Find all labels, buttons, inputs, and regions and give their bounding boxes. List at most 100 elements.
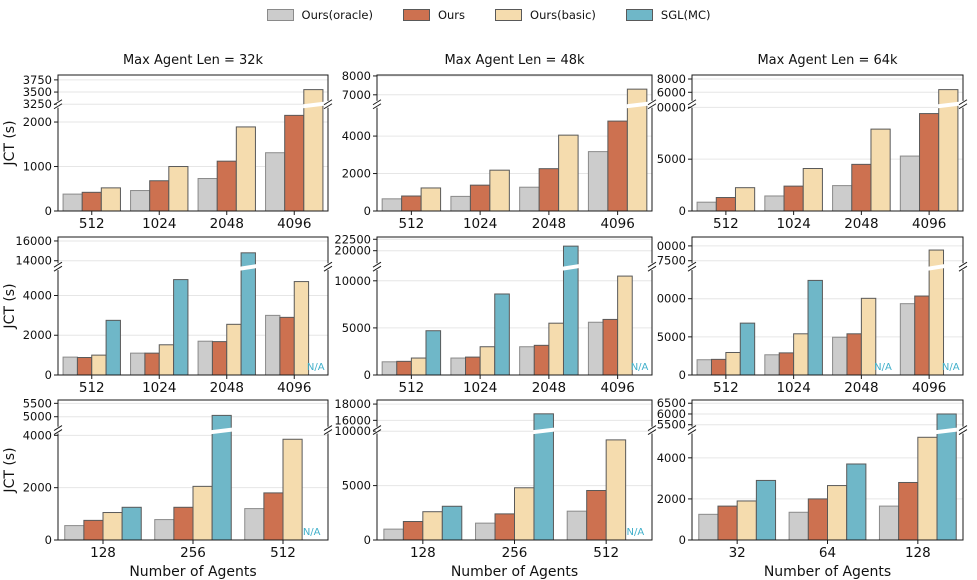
bar-Ours-256	[173, 506, 194, 541]
bar-Ours-512	[401, 195, 422, 212]
axis-break-bar-stripe	[938, 101, 959, 109]
bar-Ours(oracle)-512	[244, 508, 265, 541]
axis-break-gap	[690, 263, 694, 271]
axis-break-mark	[687, 261, 697, 268]
y-tick-label: 18000	[334, 397, 371, 411]
bar-Ours(oracle)-1024	[450, 357, 467, 376]
bar-Ours(oracle)-4096	[587, 321, 604, 376]
x-tick-label: 4096	[912, 380, 946, 396]
bar-Ours(basic)-2048	[548, 322, 564, 376]
bar-Ours-2048	[216, 160, 237, 212]
bar-Ours(basic)-2048	[226, 323, 242, 376]
y-tick-label: 5000	[657, 330, 686, 344]
bar-Ours-2048	[538, 168, 560, 212]
plot-border	[57, 236, 329, 376]
x-tick-label: 2048	[210, 216, 244, 232]
y-tick-label: 5000	[657, 152, 686, 166]
x-tick-label: 128	[90, 545, 116, 561]
bar-Ours-512	[81, 191, 102, 212]
bar-Ours-4096	[602, 318, 619, 376]
y-tick-label: 0	[364, 204, 371, 218]
y-tick-label: 5000	[342, 479, 371, 493]
axis-break-mark	[323, 429, 333, 436]
na-label: N/A	[307, 362, 325, 373]
y-axis-label: JCT (s)	[2, 283, 18, 329]
y-tick-label: 4000	[657, 451, 686, 465]
bar-Ours(basic)-1024	[168, 166, 189, 212]
legend-label-ours: Ours	[437, 8, 466, 22]
x-tick-label: 1024	[776, 216, 810, 232]
axis-break-gap	[326, 100, 330, 108]
subplot-r1-c2: N/A N/A 0 5000 10000 1750020000 512 1024 2048 409…	[657, 232, 977, 396]
x-tick-label: 128	[905, 545, 931, 561]
y-tick-label: 10000	[657, 292, 686, 306]
axis-break-mark	[323, 261, 333, 268]
plot-border	[691, 74, 964, 212]
bar-Ours(basic)-1024	[802, 168, 823, 212]
bar-SGL(MC)-256	[211, 414, 232, 541]
axis-break-mark	[53, 261, 63, 268]
bar-Ours(basic)-256	[514, 487, 535, 541]
x-tick-label: 128	[410, 545, 436, 561]
y-tick-label: 4000	[23, 428, 52, 442]
bar-Ours(basic)-512	[420, 187, 442, 212]
y-tick-label: 16000	[15, 234, 52, 248]
x-tick-label: 4096	[600, 216, 634, 232]
bar-Ours(basic)-2048	[558, 134, 579, 212]
x-tick-label: 2048	[844, 380, 878, 396]
legend-item-sgl-mc: SGL(MC)	[625, 8, 710, 22]
bar-Ours(oracle)-1024	[130, 352, 146, 376]
y-tick-label: 3750	[23, 73, 52, 87]
bar-Ours(basic)-4096	[938, 89, 959, 212]
bar-Ours(basic)-512	[734, 187, 756, 212]
bar-Ours(basic)-1024	[479, 346, 496, 376]
axis-break-bar-stripe	[533, 427, 555, 435]
bar-Ours-4096	[919, 113, 940, 212]
axis-break-mark	[53, 103, 63, 110]
x-tick-label: 2048	[844, 216, 878, 232]
y-tick-label: 5000	[342, 321, 371, 335]
y-tick-label: 7000	[342, 88, 371, 102]
x-axis-label: Number of Agents	[451, 564, 578, 580]
bar-Ours(oracle)-512	[62, 193, 83, 212]
chart-title: Max Agent Len = 64k	[757, 53, 898, 68]
y-tick-label: 3250	[23, 97, 52, 111]
axis-break-mark	[53, 265, 63, 272]
bar-Ours-1024	[149, 180, 170, 212]
subplot-r1-c0: N/A 0 2000 4000 14000 16000 512 1024 2048 4096 JCT…	[0, 232, 333, 396]
bar-Ours(basic)-512	[605, 439, 627, 541]
legend-swatch-sgl-mc	[625, 9, 653, 21]
bar-Ours(basic)-128	[422, 511, 443, 541]
bar-SGL(MC)-512	[425, 330, 442, 376]
subplot-r2-c1: N/A 0 5000 10000 16000 18000 128 256 512 Number o…	[333, 396, 657, 580]
axis-break-mark	[53, 429, 63, 436]
bar-Ours(oracle)-2048	[197, 178, 218, 212]
x-tick-label: 1024	[463, 380, 497, 396]
bar-Ours-2048	[851, 163, 872, 212]
y-tick-label: 2000	[342, 167, 371, 181]
bar-Ours(oracle)-2048	[519, 186, 540, 212]
axis-break-gap	[375, 100, 379, 108]
x-tick-label: 1024	[142, 380, 176, 396]
y-tick-label: 1000	[23, 160, 52, 174]
bar-Ours(oracle)-1024	[130, 190, 151, 212]
bar-Ours(oracle)-512	[381, 198, 403, 212]
axis-break-mark	[958, 99, 968, 106]
axis-break-mark	[958, 429, 968, 436]
bar-Ours(oracle)-2048	[197, 340, 213, 376]
legend-swatch-ours	[402, 9, 430, 21]
legend-item-ours-basic: Ours(basic)	[495, 8, 596, 22]
axis-break-mark	[323, 425, 333, 432]
bar-Ours(oracle)-4096	[587, 151, 609, 212]
x-tick-label: 512	[398, 380, 424, 396]
x-tick-label: 2048	[532, 216, 566, 232]
subplot-r2-c0: N/A 0 2000 4000 5000 5500 128 256 512 Number of A…	[0, 396, 333, 580]
axis-break-bar-stripe	[928, 264, 945, 271]
x-tick-label: 4096	[277, 216, 311, 232]
axis-break-mark	[323, 265, 333, 272]
subplot-r0-c1: 0 2000 4000 7000 8000 512 1024 2048 4096 Max Agen…	[333, 28, 657, 232]
x-tick-label: 256	[502, 545, 528, 561]
